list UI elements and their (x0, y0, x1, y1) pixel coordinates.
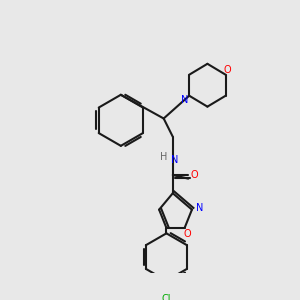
Text: O: O (191, 170, 199, 180)
Text: O: O (224, 65, 231, 75)
Text: N: N (196, 203, 203, 213)
Text: Cl: Cl (162, 294, 171, 300)
Text: N: N (171, 154, 178, 164)
Text: H: H (160, 152, 167, 162)
Text: O: O (184, 229, 191, 239)
Text: N: N (181, 95, 188, 105)
